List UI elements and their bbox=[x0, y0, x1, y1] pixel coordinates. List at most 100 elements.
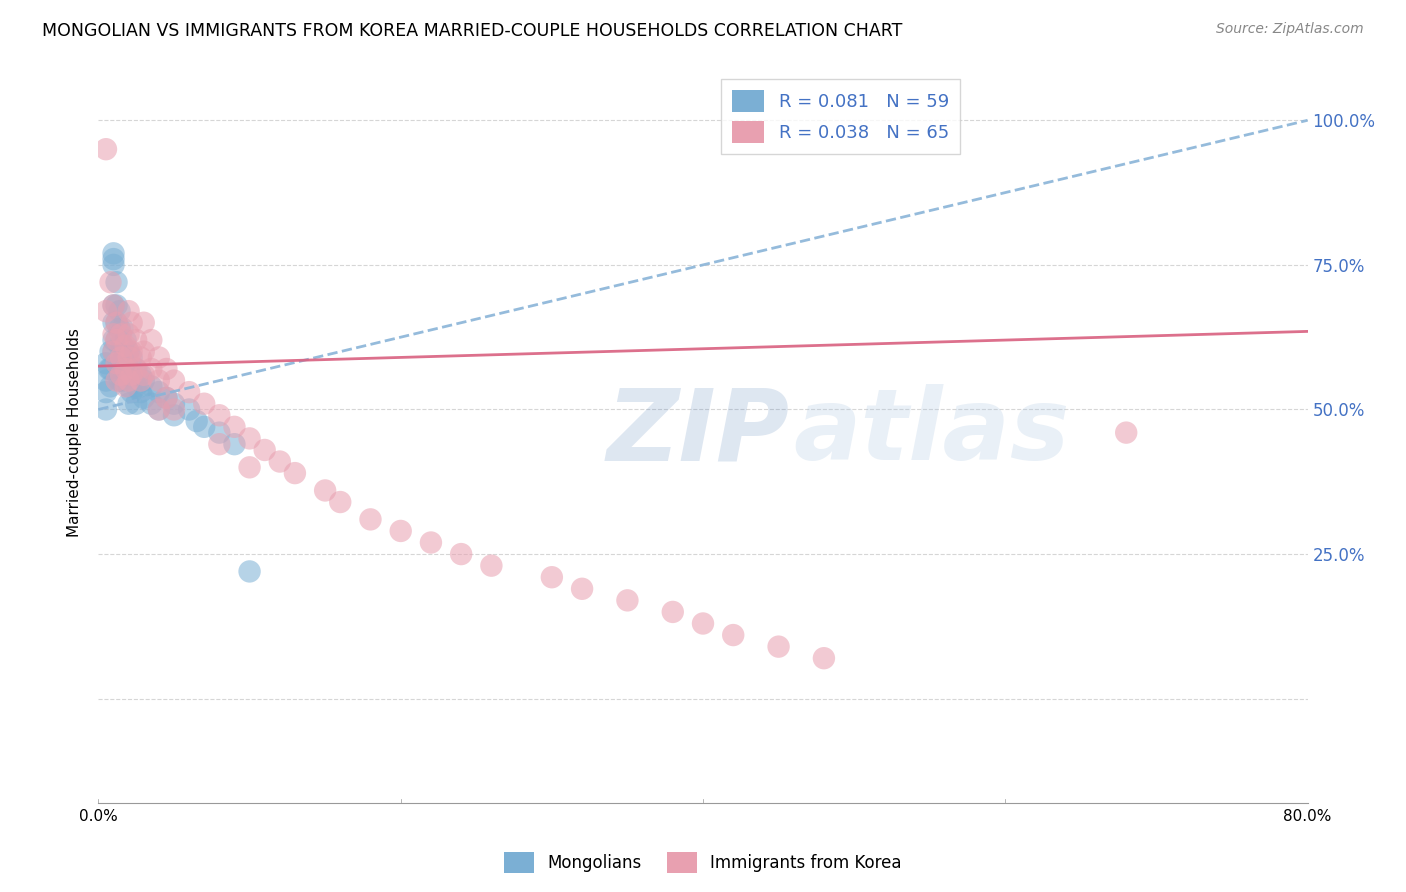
Point bbox=[125, 362, 148, 376]
Point bbox=[105, 374, 128, 388]
Point bbox=[114, 379, 136, 393]
Point bbox=[103, 298, 125, 312]
Legend: Mongolians, Immigrants from Korea: Mongolians, Immigrants from Korea bbox=[498, 846, 908, 880]
Point bbox=[103, 246, 125, 260]
Point bbox=[224, 420, 246, 434]
Point bbox=[114, 333, 136, 347]
Text: 80.0%: 80.0% bbox=[1284, 808, 1331, 823]
Point bbox=[94, 356, 117, 370]
Point bbox=[163, 402, 186, 417]
Point bbox=[111, 356, 134, 370]
Point bbox=[155, 391, 177, 405]
Point bbox=[103, 344, 125, 359]
Point bbox=[121, 385, 143, 400]
Point bbox=[121, 344, 143, 359]
Point bbox=[125, 397, 148, 411]
Point bbox=[118, 351, 141, 365]
Point bbox=[105, 275, 128, 289]
Text: Source: ZipAtlas.com: Source: ZipAtlas.com bbox=[1216, 22, 1364, 37]
Point bbox=[108, 356, 131, 370]
Point bbox=[163, 409, 186, 423]
Point bbox=[125, 379, 148, 393]
Point bbox=[103, 258, 125, 272]
Text: 0.0%: 0.0% bbox=[79, 808, 118, 823]
Point bbox=[141, 333, 163, 347]
Point bbox=[224, 437, 246, 451]
Y-axis label: Married-couple Households: Married-couple Households bbox=[67, 328, 83, 537]
Point bbox=[208, 437, 231, 451]
Point bbox=[110, 368, 132, 382]
Point bbox=[148, 402, 170, 417]
Point bbox=[148, 385, 170, 400]
Point bbox=[129, 385, 152, 400]
Point bbox=[108, 374, 131, 388]
Point bbox=[148, 351, 170, 365]
Point bbox=[108, 339, 131, 353]
Text: MONGOLIAN VS IMMIGRANTS FROM KOREA MARRIED-COUPLE HOUSEHOLDS CORRELATION CHART: MONGOLIAN VS IMMIGRANTS FROM KOREA MARRI… bbox=[42, 22, 903, 40]
Point bbox=[179, 385, 201, 400]
Point bbox=[125, 362, 148, 376]
Point bbox=[105, 333, 128, 347]
Point bbox=[100, 379, 122, 393]
Point bbox=[481, 558, 503, 573]
Point bbox=[129, 368, 152, 382]
Point bbox=[132, 344, 155, 359]
Point bbox=[94, 304, 117, 318]
Point bbox=[141, 362, 163, 376]
Point bbox=[114, 362, 136, 376]
Point bbox=[105, 333, 128, 347]
Point bbox=[110, 351, 132, 365]
Point bbox=[193, 397, 215, 411]
Point bbox=[239, 431, 262, 445]
Point bbox=[723, 628, 745, 642]
Point bbox=[540, 570, 562, 584]
Point bbox=[103, 252, 125, 266]
Point bbox=[94, 402, 117, 417]
Point bbox=[100, 275, 122, 289]
Point bbox=[121, 351, 143, 365]
Point bbox=[571, 582, 593, 596]
Point bbox=[110, 327, 132, 342]
Point bbox=[141, 397, 163, 411]
Point bbox=[103, 344, 125, 359]
Point bbox=[314, 483, 336, 498]
Point bbox=[103, 327, 125, 342]
Point bbox=[239, 565, 262, 579]
Point bbox=[94, 385, 117, 400]
Point bbox=[105, 298, 128, 312]
Point bbox=[179, 402, 201, 417]
Point bbox=[389, 524, 412, 538]
Point bbox=[239, 460, 262, 475]
Point bbox=[132, 374, 155, 388]
Point bbox=[141, 379, 163, 393]
Point bbox=[118, 374, 141, 388]
Point bbox=[129, 374, 152, 388]
Point bbox=[121, 316, 143, 330]
Point bbox=[111, 321, 134, 335]
Point bbox=[111, 374, 134, 388]
Point bbox=[132, 391, 155, 405]
Point bbox=[616, 593, 638, 607]
Point bbox=[284, 466, 307, 480]
Point bbox=[100, 362, 122, 376]
Point bbox=[1115, 425, 1137, 440]
Point bbox=[450, 547, 472, 561]
Point bbox=[661, 605, 683, 619]
Point bbox=[100, 344, 122, 359]
Point bbox=[163, 397, 186, 411]
Text: ZIP: ZIP bbox=[606, 384, 789, 481]
Point bbox=[108, 321, 131, 335]
Point bbox=[118, 379, 141, 393]
Point bbox=[114, 339, 136, 353]
Point bbox=[103, 333, 125, 347]
Point bbox=[193, 420, 215, 434]
Point bbox=[148, 402, 170, 417]
Point bbox=[132, 368, 155, 382]
Point bbox=[118, 327, 141, 342]
Point bbox=[94, 374, 117, 388]
Point bbox=[103, 316, 125, 330]
Point bbox=[155, 362, 177, 376]
Point bbox=[163, 374, 186, 388]
Point bbox=[118, 344, 141, 359]
Point bbox=[94, 142, 117, 156]
